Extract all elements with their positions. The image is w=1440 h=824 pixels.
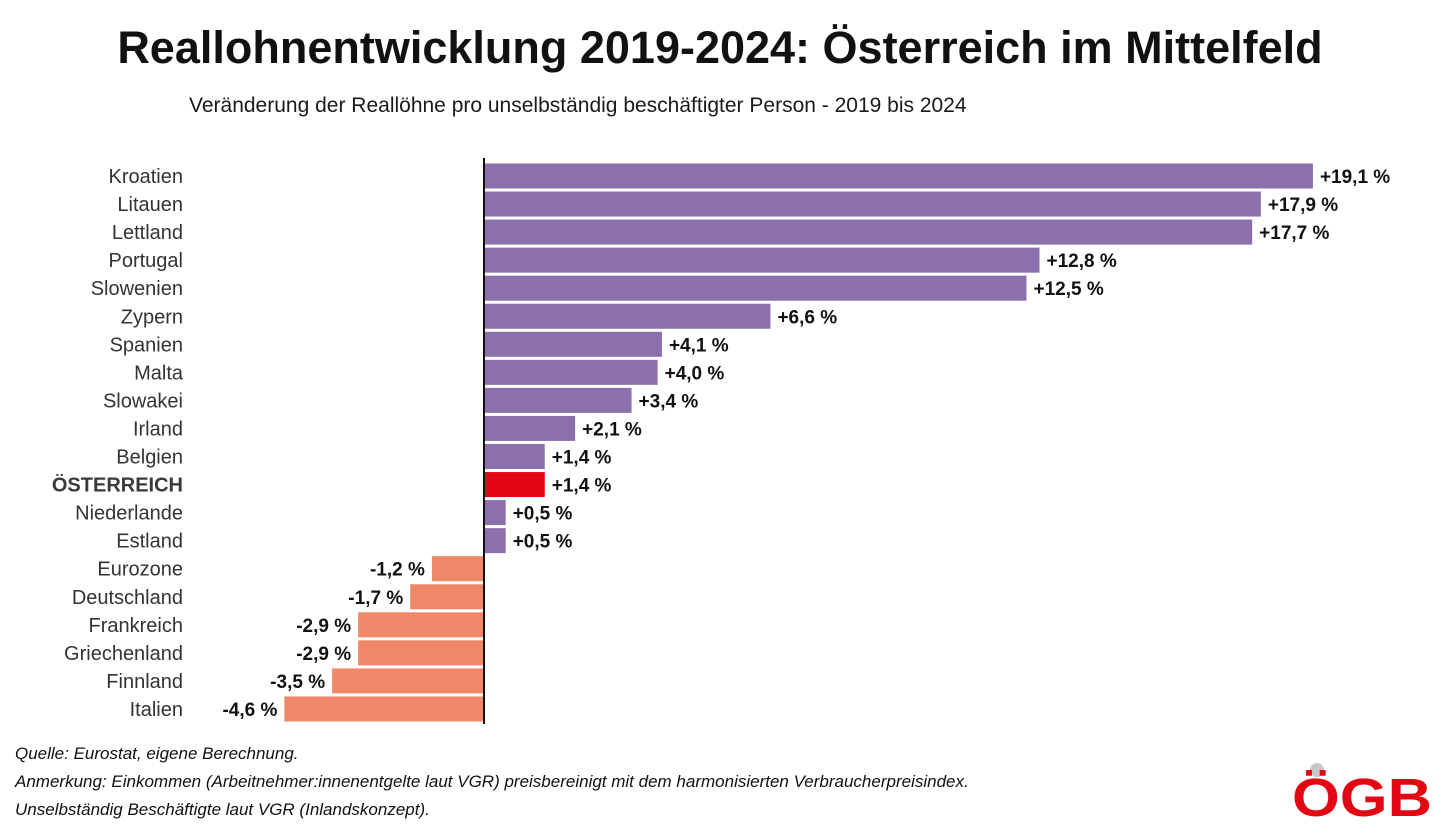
category-label-lettland: Lettland — [112, 222, 183, 244]
category-label-griechenland: Griechenland — [64, 643, 183, 665]
chart-title: Reallohnentwicklung 2019-2024: Österreic… — [117, 22, 1323, 73]
footnotes: Quelle: Eurostat, eigene Berechnung. Anm… — [15, 740, 969, 824]
category-label-slowenien: Slowenien — [91, 278, 183, 300]
value-label-lettland: +17,7 % — [1259, 223, 1329, 244]
value-label-frankreich: -2,9 % — [296, 616, 351, 637]
bar-litauen — [484, 191, 1261, 217]
bar-italien — [284, 696, 484, 722]
bar-griechenland — [358, 640, 484, 666]
bar-zypern — [484, 303, 771, 329]
category-label-litauen: Litauen — [117, 194, 183, 216]
bar-irland — [484, 415, 576, 441]
bar-spanien — [484, 331, 662, 357]
value-label-deutschland: -1,7 % — [348, 588, 403, 609]
category-label-finnland: Finnland — [106, 671, 183, 693]
oegb-logo: ÖGB — [1292, 763, 1432, 820]
source-note: Quelle: Eurostat, eigene Berechnung. — [15, 744, 299, 763]
value-label-eurozone: -1,2 % — [370, 560, 425, 581]
value-label-spanien: +4,1 % — [669, 335, 729, 356]
category-label-spanien: Spanien — [110, 334, 183, 356]
bar-lettland — [484, 219, 1253, 245]
category-label-italien: Italien — [130, 699, 183, 721]
employment-note: Unselbständig Beschäftigte laut VGR (Inl… — [15, 800, 430, 819]
category-label-malta: Malta — [134, 362, 184, 384]
bar-frankreich — [358, 612, 484, 638]
value-label-malta: +4,0 % — [665, 363, 725, 384]
bar-slowenien — [484, 275, 1027, 301]
logo-accent-dot — [1310, 763, 1324, 777]
value-label-finnland: -3,5 % — [270, 672, 325, 693]
value-label-litauen: +17,9 % — [1268, 195, 1338, 216]
bar-portugal — [484, 247, 1040, 273]
category-label-estland: Estland — [116, 531, 183, 553]
bar-malta — [484, 359, 658, 385]
value-label-irland: +2,1 % — [582, 419, 642, 440]
bar-belgien — [484, 444, 545, 469]
value-label-slowenien: +12,5 % — [1034, 279, 1104, 300]
bar-eurozone — [431, 556, 484, 582]
value-label-niederlande: +0,5 % — [513, 504, 573, 525]
value-label-kroatien: +19,1 % — [1320, 167, 1390, 188]
category-label-slowakei: Slowakei — [103, 390, 183, 412]
value-label-portugal: +12,8 % — [1047, 251, 1117, 272]
category-label-kroatien: Kroatien — [109, 166, 184, 188]
bar-oesterreich — [484, 472, 545, 498]
value-label-zypern: +6,6 % — [777, 307, 837, 328]
value-label-estland: +0,5 % — [513, 532, 573, 553]
value-label-griechenland: -2,9 % — [296, 644, 351, 665]
value-label-belgien: +1,4 % — [552, 448, 612, 469]
category-label-eurozone: Eurozone — [97, 559, 183, 581]
methodology-note: Anmerkung: Einkommen (Arbeitnehmer:innen… — [15, 772, 969, 791]
bar-kroatien — [484, 163, 1313, 189]
value-label-slowakei: +3,4 % — [639, 391, 699, 412]
category-label-niederlande: Niederlande — [75, 503, 183, 525]
category-label-zypern: Zypern — [121, 306, 183, 328]
logo-text: ÖGB — [1292, 768, 1432, 820]
category-label-belgien: Belgien — [116, 447, 183, 469]
category-label-frankreich: Frankreich — [89, 615, 183, 637]
bar-finnland — [332, 668, 484, 694]
category-label-irland: Irland — [133, 418, 183, 440]
bar-slowakei — [484, 387, 632, 413]
category-label-oesterreich: ÖSTERREICH — [52, 474, 183, 497]
bar-deutschland — [410, 584, 484, 610]
category-label-deutschland: Deutschland — [72, 587, 183, 609]
value-label-italien: -4,6 % — [222, 700, 277, 721]
bar-niederlande — [484, 500, 506, 526]
chart-subtitle: Veränderung der Reallöhne pro unselbstän… — [189, 94, 967, 117]
bar-estland — [484, 528, 506, 554]
value-label-oesterreich: +1,4 % — [552, 476, 612, 497]
category-label-portugal: Portugal — [109, 250, 184, 272]
